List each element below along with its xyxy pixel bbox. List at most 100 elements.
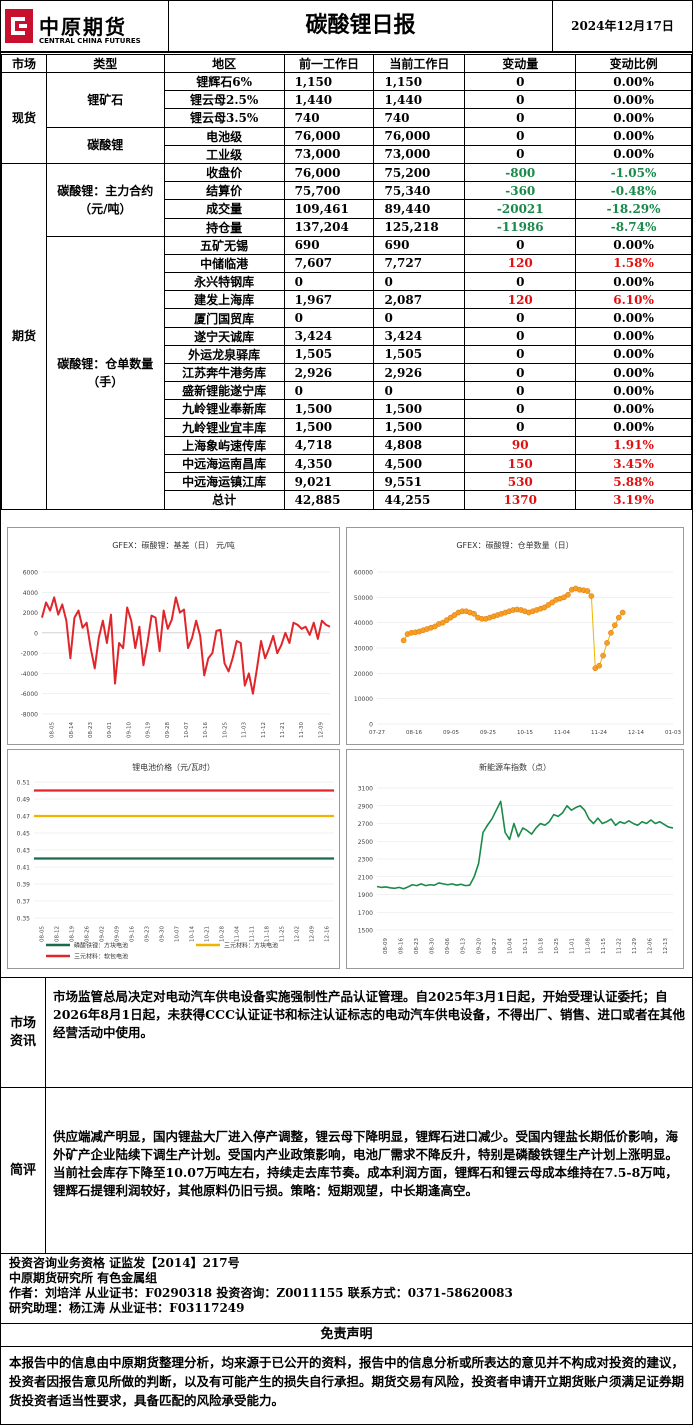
change-pct-cell: -0.48% [575, 181, 692, 201]
price-table: 市场 类型 地区 前一工作日 当前工作日 变动量 变动比例 现货 锂矿石 锂辉石6% 1,150 1… [1, 54, 692, 510]
legend-label: 三元材料：软包电池 [74, 953, 128, 961]
report-header: 中原期货 CENTRAL CHINA FUTURES 碳酸锂日报 2024年12… [1, 1, 692, 53]
x-tick-label: 10-04 [507, 938, 513, 954]
report-title: 碳酸锂日报 [168, 1, 553, 51]
x-tick-label: 10-28 [220, 926, 226, 942]
change-cell: 90 [464, 435, 577, 455]
y-tick-label: 20000 [354, 671, 373, 678]
warehouse-point [400, 637, 407, 644]
y-tick-label: -4000 [21, 671, 39, 678]
y-tick-label: 10000 [354, 696, 373, 703]
change-pct-cell: 6.10% [575, 290, 692, 310]
curr-value-cell: 1,440 [373, 90, 466, 110]
type-cell-ore: 锂矿石 [45, 72, 165, 128]
warehouse-point [584, 588, 591, 594]
table-row: 九岭锂业奉新库 1,500 1,500 0 0.00% [2, 399, 692, 419]
x-tick-label: 12-09 [310, 926, 316, 942]
warehouse-point [443, 617, 450, 623]
region-cell: 中远海运镇江库 [163, 472, 285, 492]
change-pct-cell: -18.29% [575, 199, 692, 219]
y-tick-label: 2700 [358, 821, 373, 828]
prev-value-cell: 1,500 [283, 417, 375, 437]
region-cell: 江苏奔牛港务库 [163, 362, 285, 383]
x-tick-label: 09-20 [476, 938, 482, 954]
prev-value-cell: 9,021 [283, 472, 375, 492]
type-cell-warehouse: 碳酸锂：仓单数量（手） [45, 235, 165, 510]
change-cell: 0 [464, 272, 577, 292]
warehouse-point [596, 662, 603, 669]
y-tick-label: 0.41 [17, 865, 31, 872]
table-row: 碳酸锂：仓单数量（手） 五矿无锡 690 690 0 0.00% [2, 235, 692, 510]
nev-index-chart-svg: 3100 2900 2700 2500 2300 2100 1900 1700 1500 08-0… [358, 786, 674, 954]
table-row: 成交量 109,461 89,440 -20021 -18.29% [2, 199, 692, 219]
curr-value-cell: 7,727 [373, 253, 466, 274]
warehouse-point [439, 619, 446, 626]
table-row: 遂宁天诚库 3,424 3,424 0 0.00% [2, 326, 692, 346]
table-row: 九岭锂业宜丰库 1,500 1,500 0 0.00% [2, 417, 692, 437]
curr-value-cell: 89,440 [373, 199, 466, 219]
change-pct-cell: 1.58% [575, 253, 692, 274]
curr-value-cell: 9,551 [373, 472, 466, 492]
curr-value-cell: 0 [373, 381, 466, 401]
x-tick-label: 08-12 [55, 926, 61, 942]
warehouse-point [451, 612, 458, 618]
x-tick-label: 09-02 [100, 926, 106, 942]
curr-value-cell: 75,340 [373, 181, 466, 201]
header-cell: 前一工作日 [283, 54, 375, 73]
curr-value-cell: 0 [373, 272, 466, 292]
x-tick-label: 09-06 [445, 938, 451, 954]
y-tick-label: 40000 [354, 620, 373, 627]
x-tick-label: 11-29 [632, 938, 638, 954]
prev-value-cell: 1,967 [283, 290, 375, 310]
warehouse-point [471, 610, 477, 617]
change-cell: 120 [464, 253, 577, 274]
change-pct-cell: 0.00% [575, 144, 692, 164]
change-cell: 0 [464, 235, 577, 255]
comment-section: 简评 供应端减产明显，国内锂盐大厂进入停产调整，锂云母下降明显，锂辉石进口减少。… [1, 1087, 692, 1253]
header-cell: 当前工作日 [373, 54, 466, 73]
change-cell: 0 [464, 71, 577, 92]
warehouse-point [541, 604, 548, 611]
change-pct-cell: 3.45% [575, 453, 692, 474]
table-row: 持仓量 137,204 125,218 -11986 -8.74% [2, 217, 692, 237]
x-tick-label: 09-19 [146, 722, 152, 738]
region-cell: 锂云母3.5% [163, 108, 285, 128]
logo-cn-text: 中原期货 [39, 15, 127, 39]
region-cell: 持仓量 [163, 217, 285, 237]
y-tick-label: 2300 [358, 857, 373, 864]
change-pct-cell: 3.19% [575, 490, 692, 510]
table-row: 上海象屿速传库 4,718 4,808 90 1.91% [2, 435, 692, 455]
x-tick-label: 08-30 [430, 938, 436, 954]
region-cell: 永兴特钢库 [163, 272, 285, 292]
change-cell: 0 [464, 308, 577, 328]
change-pct-cell: 0.00% [575, 90, 692, 110]
region-cell: 总计 [163, 490, 285, 510]
change-cell: -360 [464, 181, 577, 201]
table-row: 锂云母3.5% 740 740 0 0.00% [2, 108, 692, 128]
prev-value-cell: 7,607 [283, 253, 375, 274]
change-cell: 120 [464, 290, 577, 310]
battery-price-chart-svg: 0.51 0.49 0.47 0.45 0.43 0.41 0.39 0.37 0.35 08-0… [17, 780, 334, 961]
prev-value-cell: 1,440 [283, 90, 375, 110]
y-tick-label: 0.45 [17, 831, 31, 838]
x-tick-label: 09-30 [160, 926, 166, 942]
y-tick-label: 0.35 [17, 916, 31, 923]
region-cell: 九岭锂业宜丰库 [163, 417, 285, 437]
table-header-row: 市场 类型 地区 前一工作日 当前工作日 变动量 变动比例 [1, 54, 692, 73]
author-info: 投资咨询业务资格 证监发【2014】217号 中原期货研究所 有色金属组 作者：… [1, 1253, 692, 1316]
x-tick-label: 12-06 [648, 938, 654, 954]
x-tick-label: 11-04 [554, 730, 570, 736]
x-tick-label: 08-05 [40, 926, 46, 942]
x-tick-label: 09-13 [461, 938, 467, 954]
change-pct-cell: 0.00% [575, 344, 692, 365]
table-row: 江苏奔牛港务库 2,926 2,926 0 0.00% [2, 362, 692, 383]
curr-value-cell: 3,424 [373, 326, 466, 346]
qualification-line: 投资咨询业务资格 证监发【2014】217号 [9, 1256, 240, 1270]
change-cell: -800 [464, 162, 577, 183]
change-pct-cell: 0.00% [575, 272, 692, 292]
basis-chart-title: GFEX：碳酸锂：基差（日） 元/吨 [112, 541, 235, 550]
table-row: 锂云母2.5% 1,440 1,440 0 0.00% [2, 90, 692, 110]
company-logo: 中原期货 CENTRAL CHINA FUTURES [5, 7, 165, 49]
curr-value-cell: 740 [373, 108, 466, 128]
x-tick-label: 08-26 [85, 926, 91, 942]
